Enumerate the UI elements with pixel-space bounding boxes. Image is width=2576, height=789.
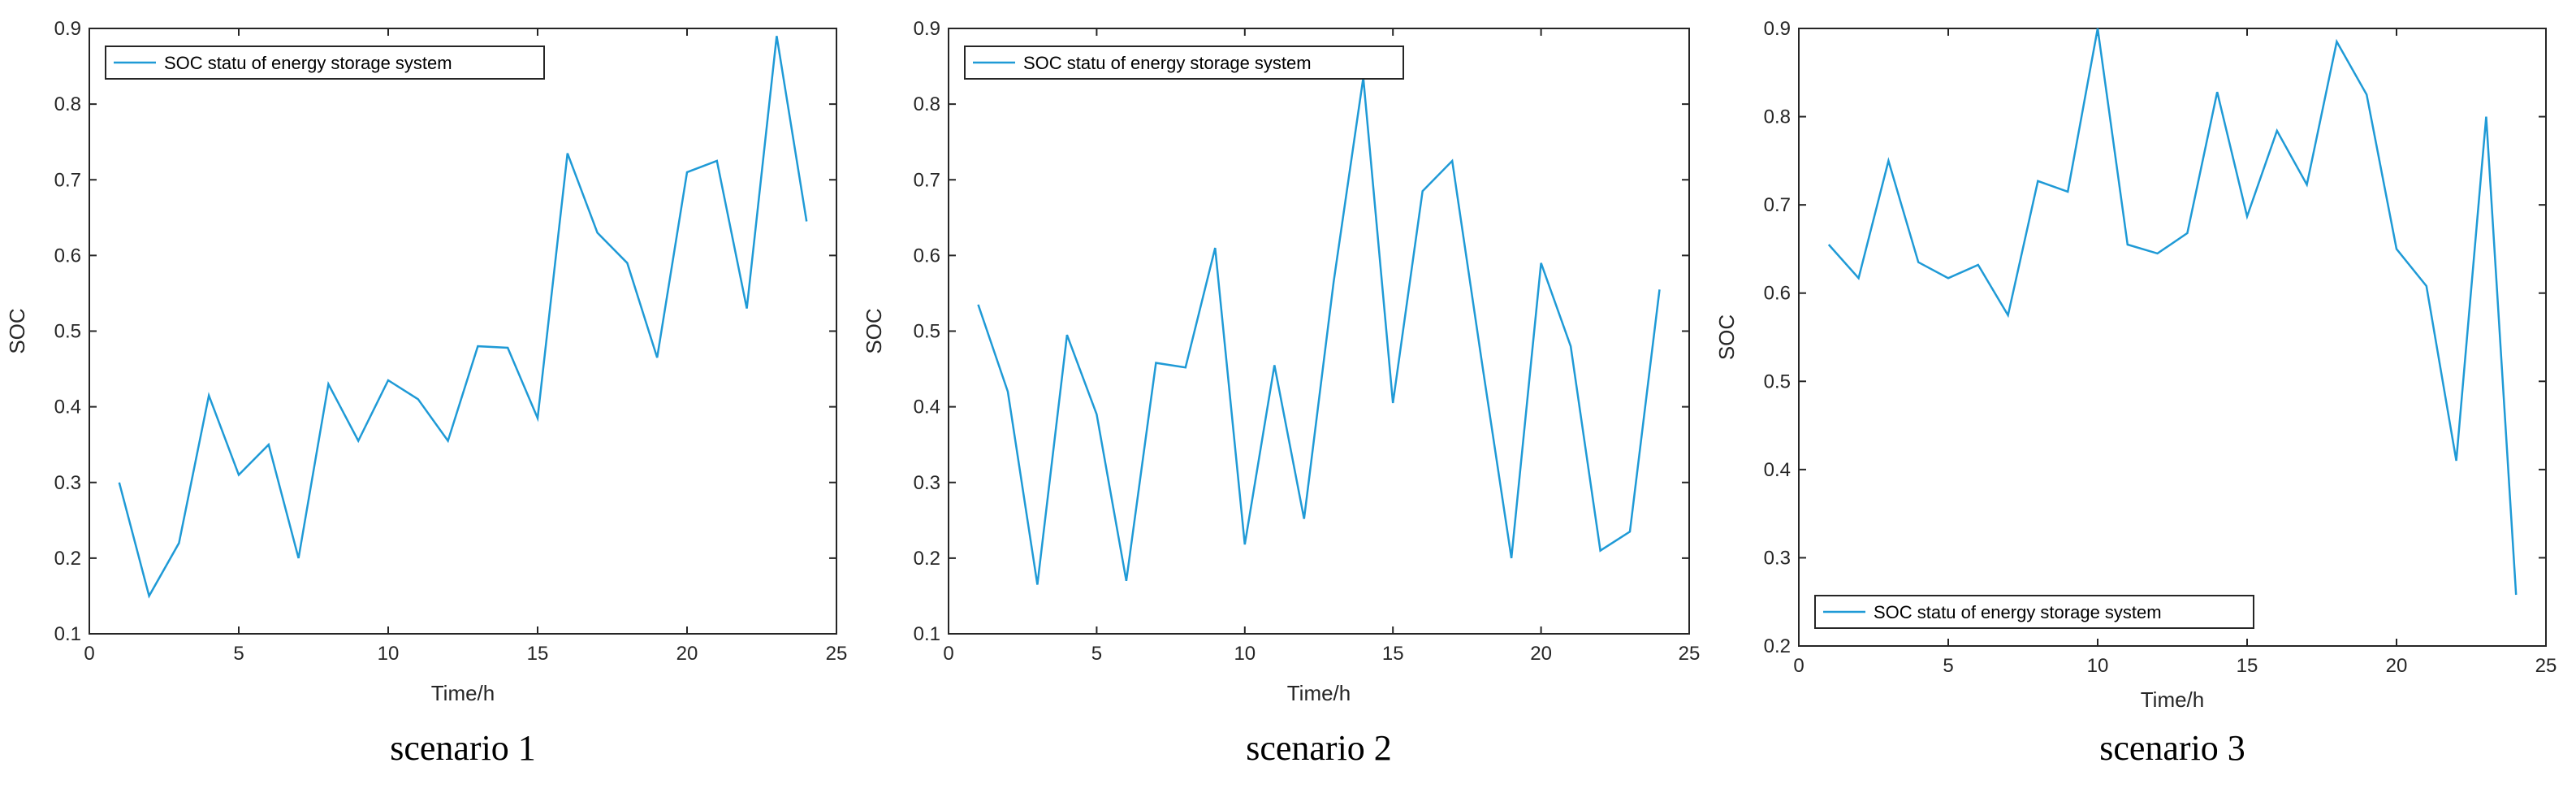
y-tick-label: 0.8	[54, 93, 81, 115]
chart-panel-2: 0 5 10 15 20 25 0.1 0.2 0.3 0.4 0.5 0.6 0.7 0.8 0.9 Tim…	[862, 18, 1700, 768]
x-tick-label: 0	[943, 643, 953, 665]
y-tick-label: 0.3	[54, 472, 81, 494]
legend-box	[105, 46, 545, 80]
y-tick-label: 0.8	[1764, 106, 1791, 128]
y-tick-label: 0.3	[1764, 547, 1791, 569]
x-tick-label: 10	[2087, 655, 2109, 677]
series-line-1	[1827, 28, 2518, 596]
y-tick-label: 0.6	[1764, 283, 1791, 305]
y-tick-label: 0.7	[914, 169, 940, 191]
y-tick-label: 0.4	[54, 397, 81, 418]
x-tick-label: 25	[826, 643, 848, 665]
y-axis-title: SOC	[862, 308, 886, 353]
y-tick-label: 0.4	[1764, 459, 1791, 481]
legend-label: SOC statu of energy storage system	[1023, 53, 1312, 73]
y-tick-label: 0.9	[1764, 18, 1791, 40]
legend: SOC statu of energy storage system	[105, 46, 545, 80]
x-tick-label: 15	[2237, 655, 2258, 677]
y-tick-label: 0.9	[914, 18, 940, 40]
y-tick-label: 0.8	[914, 93, 940, 115]
y-tick-label: 0.2	[1764, 635, 1791, 657]
x-tick-label: 15	[527, 643, 549, 665]
scenario-caption: scenario 2	[1246, 728, 1392, 768]
x-axis-title: Time/h	[1287, 681, 1351, 705]
legend-label: SOC statu of energy storage system	[164, 53, 452, 73]
y-tick-label: 0.7	[54, 169, 81, 191]
y-tick-label: 0.6	[914, 245, 940, 267]
legend: SOC statu of energy storage system	[964, 46, 1404, 80]
x-axis-title: Time/h	[431, 681, 495, 705]
x-tick-label: 15	[1382, 643, 1404, 665]
x-tick-label: 5	[1091, 643, 1102, 665]
plot-area-frame	[89, 28, 837, 635]
y-axis-title: SOC	[1714, 314, 1739, 360]
y-tick-label: 0.5	[1764, 371, 1791, 392]
series-line-1	[977, 77, 1661, 585]
y-tick-label: 0.4	[914, 397, 940, 418]
x-axis-title: Time/h	[2141, 687, 2205, 712]
x-tick-label: 10	[378, 643, 400, 665]
y-tick-label: 0.1	[914, 623, 940, 645]
y-tick-label: 0.5	[914, 321, 940, 343]
x-tick-label: 5	[233, 643, 244, 665]
scenario-caption: scenario 1	[390, 728, 536, 768]
legend: SOC statu of energy storage system	[1814, 595, 2254, 629]
y-tick-label: 0.1	[54, 623, 81, 645]
x-tick-label: 25	[2535, 655, 2557, 677]
chart-panel-3: 0 5 10 15 20 25 0.2 0.3 0.4 0.5 0.6 0.7 0.8 0.9 Time/h…	[1714, 18, 2557, 768]
y-tick-label: 0.5	[54, 321, 81, 343]
plot-area-frame	[948, 28, 1690, 635]
x-tick-label: 0	[84, 643, 94, 665]
plot-area-frame	[1798, 28, 2547, 647]
x-tick-label: 0	[1793, 655, 1804, 677]
x-tick-label: 20	[1530, 643, 1552, 665]
y-tick-label: 0.7	[1764, 194, 1791, 216]
x-tick-label: 10	[1234, 643, 1256, 665]
scenario-caption: scenario 3	[2099, 728, 2245, 768]
y-tick-label: 0.3	[914, 472, 940, 494]
y-tick-label: 0.9	[54, 18, 81, 40]
legend-box	[964, 46, 1404, 80]
y-axis-title: SOC	[5, 308, 29, 353]
y-tick-label: 0.2	[54, 548, 81, 570]
legend-box	[1814, 595, 2254, 629]
chart-panel-1: 0 5 10 15 20 25 0.1 0.2 0.3 0.4 0.5 0.6 0.7 0.8 0.9 Tim…	[5, 18, 847, 768]
x-tick-label: 5	[1943, 655, 1953, 677]
series-line-1	[118, 36, 808, 599]
x-tick-label: 20	[2386, 655, 2408, 677]
y-tick-label: 0.2	[914, 548, 940, 570]
x-tick-label: 25	[1679, 643, 1701, 665]
legend-label: SOC statu of energy storage system	[1874, 602, 2162, 622]
y-tick-label: 0.6	[54, 245, 81, 267]
x-tick-label: 20	[676, 643, 698, 665]
